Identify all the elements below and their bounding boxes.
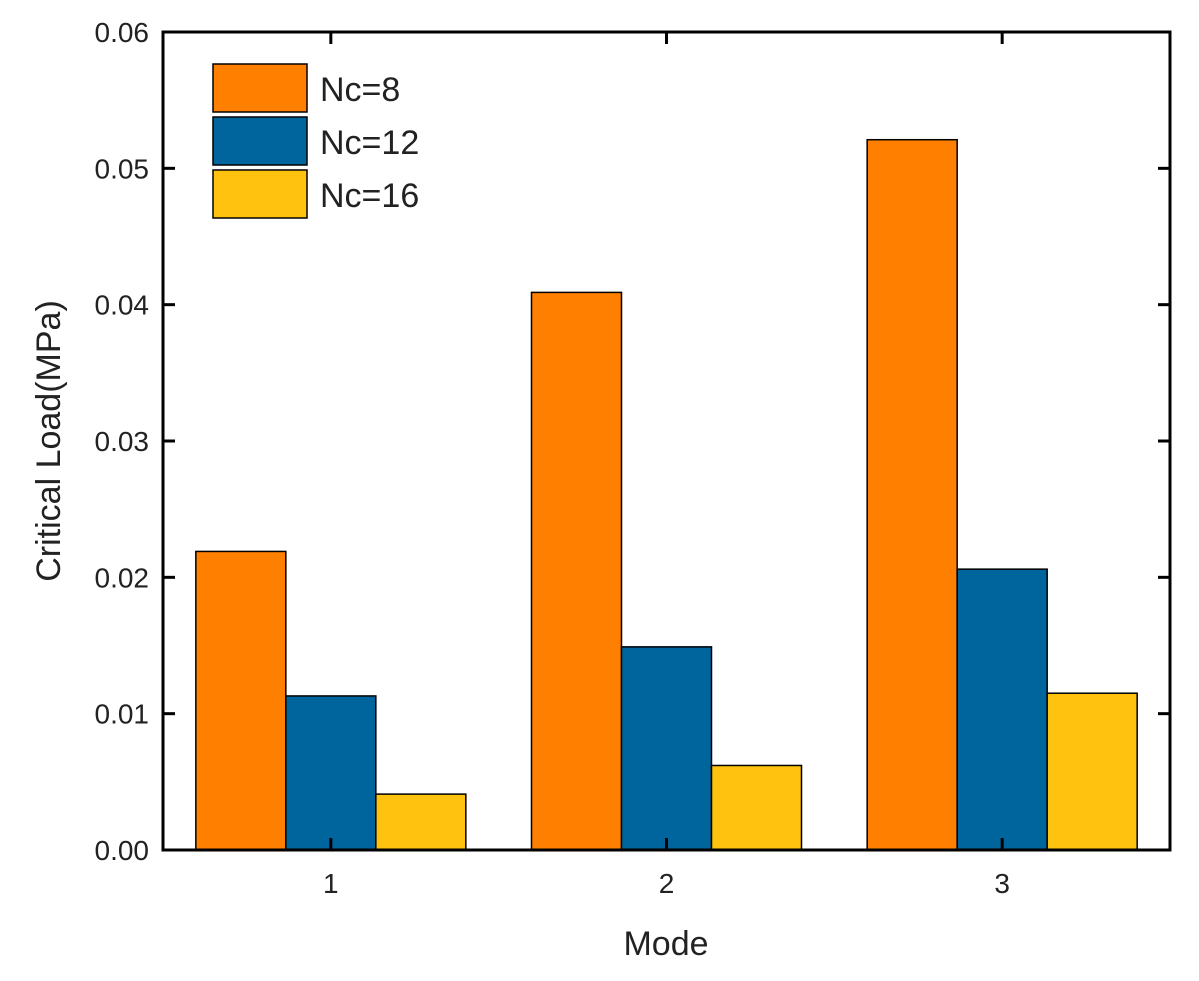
bars-layer xyxy=(195,138,1138,851)
legend-label-nc8: Nc=8 xyxy=(320,71,400,109)
bar-mode3-nc16 xyxy=(1046,692,1138,851)
ticks-layer: 0.00 0.01 0.02 0.03 0.04 0.05 0.06 1 2 3 xyxy=(95,17,1170,899)
bar-mode3-nc8 xyxy=(866,138,958,851)
x-axis-title: Mode xyxy=(623,925,708,963)
y-axis-title: Critical Load(MPa) xyxy=(30,300,68,582)
bar-mode2-nc12 xyxy=(620,646,713,851)
bar-mode2-nc8 xyxy=(530,291,623,851)
x-tick-label: 2 xyxy=(659,868,675,899)
bar-mode1-nc12 xyxy=(285,695,377,851)
bar-mode2-nc16 xyxy=(710,764,803,851)
bar-mode1-nc16 xyxy=(375,793,467,851)
x-tick-label: 1 xyxy=(323,868,339,899)
legend: Nc=8 Nc=12 Nc=16 xyxy=(212,63,419,219)
y-tick-label: 0.02 xyxy=(95,562,150,593)
y-tick-label: 0.06 xyxy=(95,17,150,48)
legend-label-nc12: Nc=12 xyxy=(320,124,419,162)
y-tick-label: 0.05 xyxy=(95,153,150,184)
x-tick-label: 3 xyxy=(994,868,1010,899)
legend-label-nc16: Nc=16 xyxy=(320,177,419,215)
y-tick-label: 0.00 xyxy=(95,835,150,866)
legend-swatch-nc12 xyxy=(212,116,308,166)
y-tick-label: 0.04 xyxy=(95,290,150,321)
y-tick-label: 0.03 xyxy=(95,426,150,457)
legend-swatch-nc8 xyxy=(212,63,308,113)
legend-swatch-nc16 xyxy=(212,169,308,219)
bar-mode1-nc8 xyxy=(195,550,287,851)
bar-mode3-nc12 xyxy=(956,568,1048,851)
y-tick-label: 0.01 xyxy=(95,699,150,730)
